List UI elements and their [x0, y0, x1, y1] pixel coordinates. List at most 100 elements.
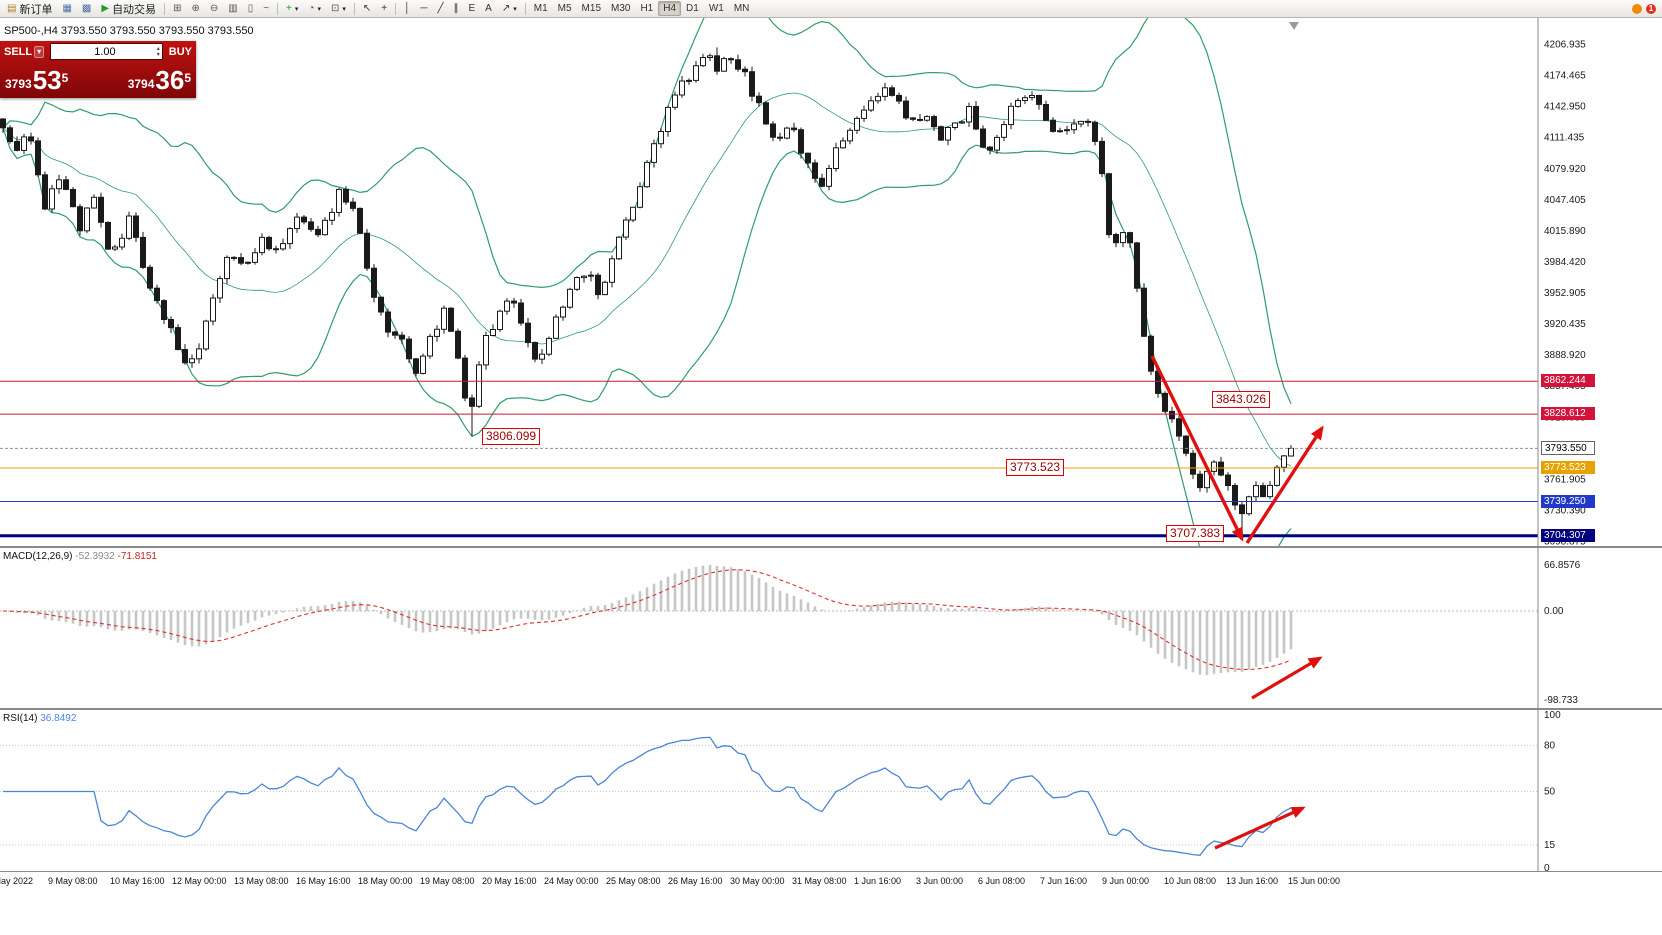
horizontal-line-button[interactable]: ─	[415, 1, 432, 17]
autotrade-button[interactable]: ▶ 自动交易	[96, 1, 161, 17]
price-level-tag[interactable]: 3862.244	[1541, 374, 1595, 387]
price-callout[interactable]: 3843.026	[1212, 391, 1271, 408]
navigator-button[interactable]: ▩	[77, 1, 96, 17]
time-axis-label: 19 May 08:00	[420, 876, 475, 886]
timeframe-button-w1[interactable]: W1	[708, 3, 724, 14]
price-axis-label: 4142.950	[1544, 102, 1586, 113]
macd-trend-arrow[interactable]	[1251, 656, 1323, 700]
indicators-button[interactable]: + ▾	[281, 1, 303, 17]
rsi-indicator-name: RSI(14)	[3, 713, 38, 724]
sell-price-big: 53	[32, 65, 62, 95]
price-axis-label: 3952.905	[1544, 288, 1586, 299]
sell-price-sup: 5	[61, 71, 69, 85]
buy-price-prefix: 3794	[127, 77, 155, 91]
rsi-panel[interactable]: 100 80 50 15 0 RSI(14) 36.8492	[0, 710, 1662, 872]
rsi-chart-svg[interactable]: 100 80 50 15 0	[0, 710, 1662, 871]
crosshair-button[interactable]: +	[376, 1, 392, 17]
tile-windows-button[interactable]: ⊞	[168, 1, 186, 17]
current-price-tag: 3793.550	[1541, 441, 1595, 455]
tile-windows-icon: ⊞	[173, 2, 182, 14]
time-axis-label: 10 May 16:00	[110, 876, 165, 886]
price-callout[interactable]: 3707.383	[1166, 525, 1225, 542]
arrows-button[interactable]: ↗ ▾	[497, 1, 522, 17]
templates-button[interactable]: ⊡ ▾	[326, 1, 351, 17]
timeframe-button-h1[interactable]: H1	[640, 3, 654, 14]
price-chart-svg[interactable]: 4206.935 4174.465 4142.950 4111.435 4079.920…	[0, 18, 1662, 546]
bollinger-middle-band	[2, 92, 1292, 467]
lot-size-field[interactable]: 1.00 ▴ ▾	[50, 43, 163, 60]
chart-shift-marker-icon[interactable]	[1289, 22, 1299, 30]
lot-size-value[interactable]: 1.00	[94, 45, 116, 58]
new-order-button[interactable]: ▤ 新订单	[2, 1, 57, 17]
trendline-icon: ╱	[437, 2, 444, 14]
crosshair-icon: +	[381, 2, 388, 14]
candle-chart-icon: ▯	[247, 2, 254, 14]
timeframe-button-m5[interactable]: M5	[557, 3, 572, 14]
periods-button[interactable]: ◔ ▾	[303, 1, 326, 17]
price-axis-label: 3984.420	[1544, 257, 1586, 268]
bar-chart-icon: ▥	[228, 2, 238, 14]
trend-arrow[interactable]	[1245, 425, 1324, 544]
notification-red-badge[interactable]: 1	[1646, 3, 1656, 14]
horizontal-line-icon: ─	[420, 2, 428, 14]
indicators-icon: +	[286, 2, 292, 14]
notification-orange-dot-icon[interactable]	[1632, 3, 1642, 14]
price-callout[interactable]: 3806.099	[482, 428, 541, 445]
time-axis-label: 26 May 16:00	[668, 876, 723, 886]
time-axis-label: 24 May 00:00	[544, 876, 599, 886]
arrows-icon: ↗	[501, 2, 511, 14]
sell-button[interactable]: SELL	[4, 45, 33, 58]
text-button[interactable]: A	[480, 1, 497, 17]
timeframe-button-mn[interactable]: MN	[733, 3, 750, 14]
channel-button[interactable]: ∥	[448, 1, 463, 17]
time-axis[interactable]: 9 May 2022 9 May 08:00 10 May 16:00 12 May …	[0, 872, 1662, 935]
market-watch-button[interactable]: ▦	[57, 1, 76, 17]
trend-arrows[interactable]	[1150, 355, 1324, 544]
fibonacci-button[interactable]: E	[463, 1, 480, 17]
channel-icon: ∥	[453, 2, 459, 14]
candles	[0, 47, 1294, 536]
lot-decrease-button[interactable]: ▾	[156, 51, 160, 58]
macd-axis-label: 0.00	[1544, 606, 1564, 617]
trendline-button[interactable]: ╱	[432, 1, 448, 17]
new-order-button-label: 新订单	[19, 3, 53, 16]
price-level-tag[interactable]: 3704.307	[1541, 529, 1595, 542]
rsi-trend-arrow[interactable]	[1214, 806, 1306, 850]
time-axis-label: 13 Jun 16:00	[1226, 876, 1279, 886]
order-type-caret-icon[interactable]: ▾	[34, 45, 45, 58]
vertical-line-button[interactable]: │	[399, 1, 415, 17]
sell-price[interactable]: 3793 53 5	[0, 62, 98, 95]
rsi-line	[3, 736, 1292, 856]
toolbar-right: 1	[1632, 3, 1662, 14]
timeframe-button-m15[interactable]: M15	[581, 3, 601, 14]
bar-chart-button[interactable]: ▥	[223, 1, 242, 17]
bollinger-upper-band	[2, 18, 1292, 405]
rsi-label: RSI(14) 36.8492	[3, 713, 76, 724]
timeframe-button-m1[interactable]: M1	[533, 3, 548, 14]
macd-chart-svg[interactable]: 66.8576 0.00 -98.733	[0, 548, 1662, 708]
price-level-tag[interactable]: 3773.523	[1541, 461, 1595, 474]
price-callout[interactable]: 3773.523	[1006, 459, 1065, 476]
timeframe-button-h4[interactable]: H4	[658, 1, 682, 16]
time-axis-label: 25 May 08:00	[606, 876, 661, 886]
timeframe-button-m30[interactable]: M30	[611, 3, 631, 14]
buy-price-big: 36	[155, 65, 185, 95]
cursor-button[interactable]: ↖	[358, 1, 376, 17]
price-level-tag[interactable]: 3739.250	[1541, 495, 1595, 508]
zoom-in-button[interactable]: ⊕	[186, 1, 204, 17]
price-chart-panel[interactable]: 4206.935 4174.465 4142.950 4111.435 4079.920…	[0, 18, 1662, 548]
timeframe-button-d1[interactable]: D1	[686, 3, 699, 14]
zoom-out-button[interactable]: ⊖	[205, 1, 223, 17]
line-chart-button[interactable]: ~	[258, 1, 274, 17]
lot-increase-button[interactable]: ▴	[156, 45, 160, 52]
candle-chart-button[interactable]: ▯	[243, 1, 259, 17]
horizontal-level-lines[interactable]	[0, 380, 1538, 538]
trend-arrow[interactable]	[1150, 355, 1244, 542]
price-axis-label: 3920.435	[1544, 319, 1586, 330]
buy-price[interactable]: 3794 36 5	[98, 62, 196, 95]
zoom-out-icon: ⊖	[209, 2, 219, 14]
price-level-tag[interactable]: 3828.612	[1541, 407, 1595, 420]
time-axis-label: 13 May 08:00	[234, 876, 289, 886]
macd-panel[interactable]: 66.8576 0.00 -98.733 MACD(12,26,9) -52.393…	[0, 548, 1662, 710]
buy-button[interactable]: BUY	[168, 45, 192, 58]
